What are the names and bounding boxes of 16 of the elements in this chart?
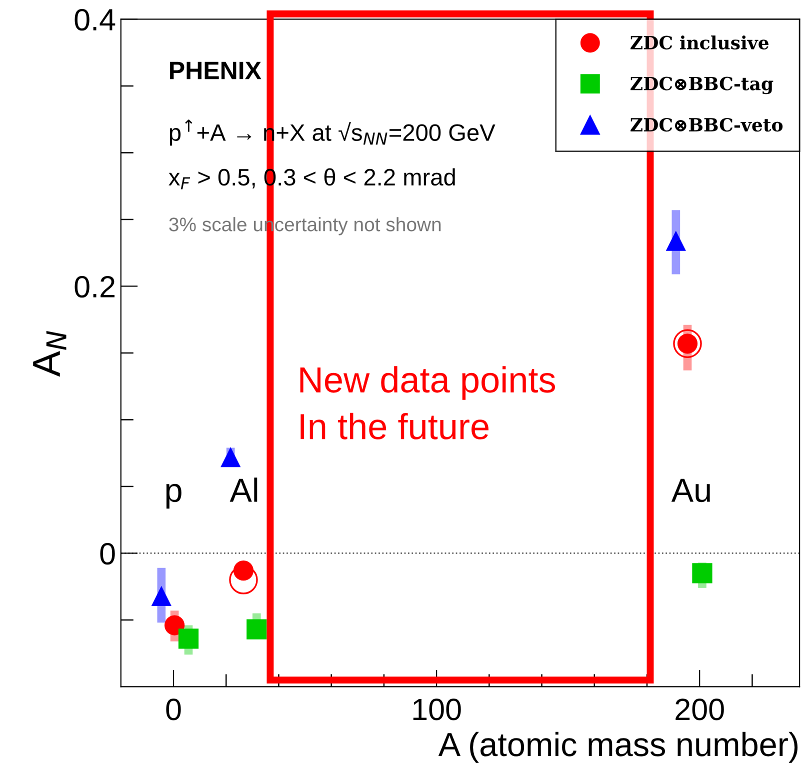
x-tick-label: 200 bbox=[676, 698, 724, 720]
y-axis-title: A$_{N}$ bbox=[33, 330, 66, 377]
y-tick-label: 0 bbox=[100, 542, 115, 565]
y-tick-label: 0.2 bbox=[74, 276, 115, 298]
legend-label: ZDC⊗BBC-tag bbox=[630, 76, 774, 94]
x-tick-label: 100 bbox=[413, 698, 461, 720]
annotation: Al bbox=[230, 478, 258, 502]
legend-label: ZDC⊗BBC-veto bbox=[630, 118, 783, 132]
legend-label: ZDC inclusive bbox=[630, 35, 769, 50]
annotation: PHENIX bbox=[170, 62, 262, 80]
x-axis-title: A (atomic mass number) bbox=[438, 732, 798, 763]
annotation: p bbox=[166, 484, 182, 509]
annotation: New data points In the future bbox=[300, 366, 555, 440]
annotation: Au bbox=[671, 478, 710, 502]
y-tick-label: 0.4 bbox=[74, 8, 116, 31]
x-tick-label: 0 bbox=[166, 698, 181, 720]
